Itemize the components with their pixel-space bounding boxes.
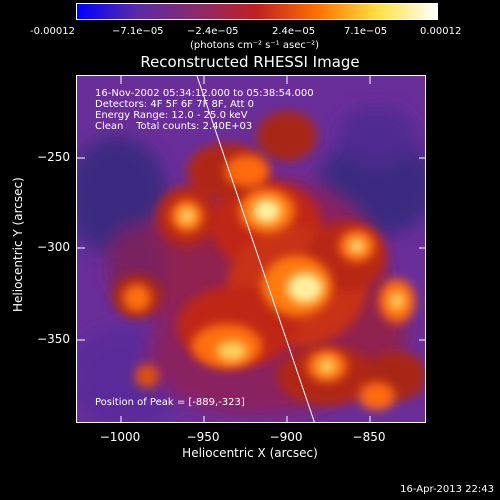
- x-tick-label: −850: [352, 430, 386, 444]
- colorbar-tick-label: 0.00012: [420, 26, 462, 37]
- colorbar-tick-label: −7.1e−05: [112, 26, 164, 37]
- clean-counts-info: Clean Total counts: 2.40E+03: [95, 121, 253, 132]
- colorbar-units: (photons cm⁻² s⁻¹ asec⁻²): [190, 40, 320, 51]
- colorbar: [76, 3, 438, 20]
- y-axis-label: Heliocentric Y (arcsec): [11, 177, 25, 312]
- y-tick-label: −300: [37, 240, 70, 254]
- plot-title: Reconstructed RHESSI Image: [140, 53, 360, 71]
- x-tick-label: −950: [186, 430, 220, 444]
- colorbar-tick-labels: -0.00012 −7.1e−05 −2.4e−05 2.4e−05 7.1e−…: [0, 26, 500, 40]
- colorbar-tick-label: −2.4e−05: [187, 26, 239, 37]
- y-tick-label: −250: [37, 150, 70, 164]
- x-tick-label: −1000: [99, 430, 141, 444]
- rhessi-image: [77, 76, 425, 422]
- x-axis-label: Heliocentric X (arcsec): [182, 446, 318, 460]
- colorbar-tick-label: -0.00012: [30, 26, 75, 37]
- observation-time: 16-Nov-2002 05:34:12.000 to 05:38:54.000: [95, 88, 314, 99]
- colorbar-tick-label: 2.4e−05: [272, 26, 316, 37]
- y-tick-label: −350: [37, 332, 70, 346]
- colorbar-tick-label: 7.1e−05: [344, 26, 388, 37]
- timestamp: 16-Apr-2013 22:43: [400, 484, 494, 495]
- x-tick-label: −900: [269, 430, 303, 444]
- detectors-info: Detectors: 4F 5F 6F 7F 8F, Att 0: [95, 99, 255, 110]
- energy-range-info: Energy Range: 12.0 - 25.0 keV: [95, 110, 248, 121]
- rhessi-image-plot: 16-Nov-2002 05:34:12.000 to 05:38:54.000…: [76, 75, 426, 423]
- solar-limb-line: [196, 76, 315, 422]
- peak-position: Position of Peak = [-889,-323]: [95, 397, 245, 408]
- emission-peak-layer: [180, 199, 405, 374]
- frame-ticks: [77, 76, 425, 422]
